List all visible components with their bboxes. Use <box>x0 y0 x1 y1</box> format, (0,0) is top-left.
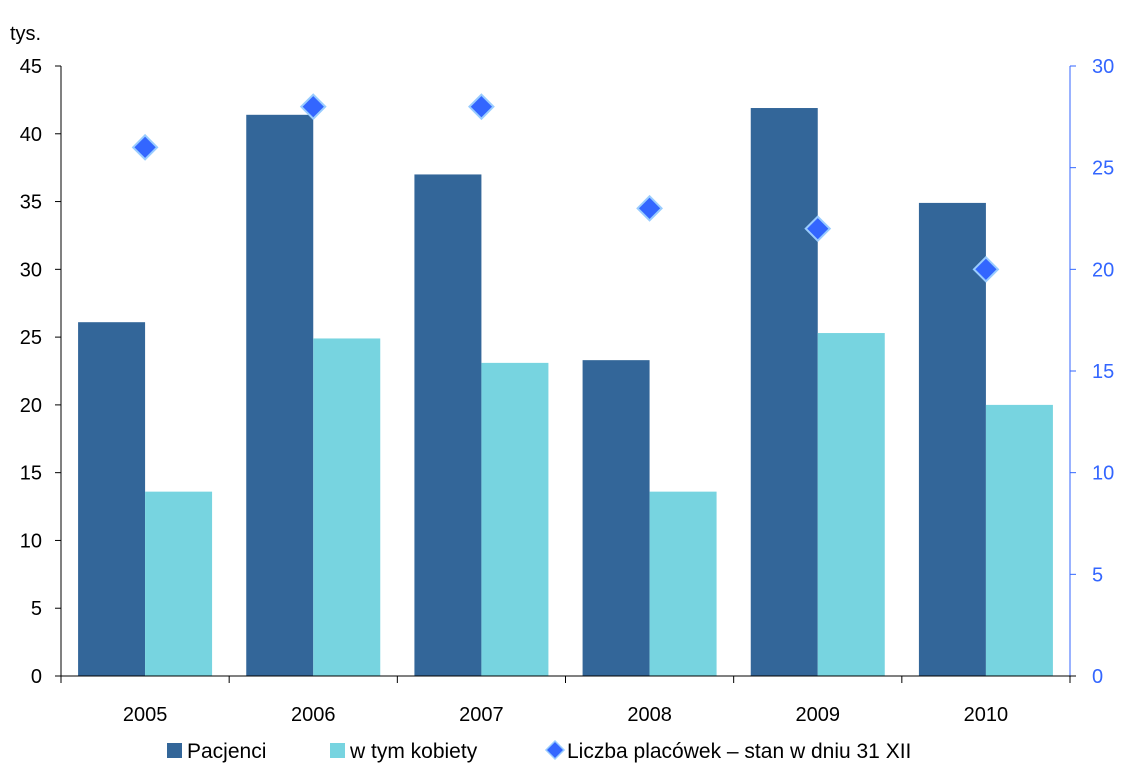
legend: Pacjenci w tym kobiety Liczba placówek – s… <box>167 739 911 763</box>
x-tick-label: 2007 <box>459 704 504 726</box>
markers-layer <box>131 93 1000 283</box>
left-tick-label: 20 <box>20 395 42 417</box>
left-tick-label: 5 <box>31 598 42 620</box>
point-placowki-2007 <box>468 93 495 121</box>
bar-pacjenci-2008 <box>582 360 650 676</box>
left-tick-label: 40 <box>20 124 42 146</box>
bar-kobiety-2005 <box>145 491 213 676</box>
bar-kobiety-2006 <box>313 338 381 676</box>
point-placowki-2005 <box>131 133 159 161</box>
left-tick-label: 35 <box>20 192 42 214</box>
bar-pacjenci-2009 <box>750 108 818 677</box>
right-tick-label: 25 <box>1092 158 1114 180</box>
right-tick-label: 10 <box>1092 463 1114 485</box>
point-placowki-2008 <box>636 194 663 222</box>
bar-pacjenci-2006 <box>246 114 314 677</box>
point-placowki-2010 <box>972 255 1000 283</box>
right-tick-label: 5 <box>1092 564 1103 586</box>
point-placowki-2006 <box>299 93 327 121</box>
bar-kobiety-2007 <box>481 362 549 676</box>
legend-swatch-kobiety <box>330 743 345 758</box>
bar-kobiety-2010 <box>985 404 1053 676</box>
right-tick-label: 30 <box>1092 56 1114 78</box>
right-axis: 0 5 10 15 20 25 30 <box>1069 56 1114 688</box>
bar-pacjenci-2007 <box>414 174 482 676</box>
x-tick-label: 2005 <box>123 704 168 726</box>
bar-pacjenci-2005 <box>78 322 146 676</box>
unit-label: tys. <box>10 23 41 45</box>
right-tick-label: 20 <box>1092 259 1114 281</box>
left-tick-label: 45 <box>20 56 42 78</box>
legend-swatch-pacjenci <box>167 743 182 758</box>
right-tick-label: 15 <box>1092 361 1114 383</box>
bar-pacjenci-2010 <box>918 202 986 676</box>
x-tick-label: 2010 <box>964 704 1009 726</box>
left-tick-label: 15 <box>20 463 42 485</box>
bar-kobiety-2008 <box>649 491 717 676</box>
left-tick-label: 10 <box>20 530 42 552</box>
point-placowki-2009 <box>804 215 832 243</box>
x-axis: 2005 2006 2007 2008 2009 2010 <box>55 675 1076 726</box>
bars-layer <box>78 108 1053 677</box>
legend-label-pacjenci: Pacjenci <box>187 740 266 763</box>
left-tick-label: 0 <box>31 666 42 688</box>
left-axis: 0 5 10 15 20 25 30 35 40 45 <box>20 56 62 688</box>
x-tick-label: 2006 <box>291 704 336 726</box>
left-tick-label: 25 <box>20 327 42 349</box>
bar-kobiety-2009 <box>817 333 885 676</box>
left-tick-label: 30 <box>20 259 42 281</box>
right-tick-label: 0 <box>1092 666 1103 688</box>
legend-label-placowki: Liczba placówek – stan w dniu 31 XII <box>567 740 911 763</box>
legend-label-kobiety: w tym kobiety <box>349 740 478 763</box>
x-tick-label: 2008 <box>627 704 672 726</box>
legend-swatch-placowki <box>544 739 566 761</box>
x-tick-label: 2009 <box>796 704 841 726</box>
